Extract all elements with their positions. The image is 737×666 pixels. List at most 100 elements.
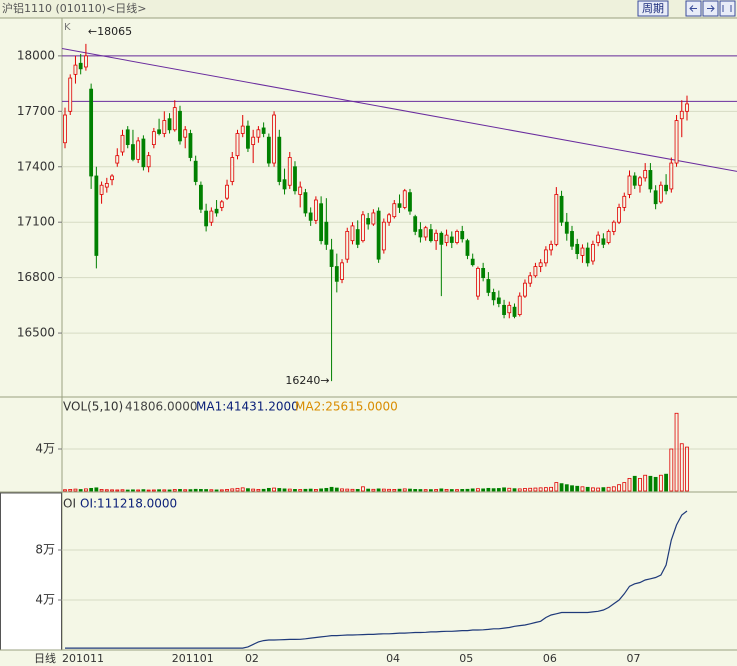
volume-header: MA2:25615.0000 [295,400,398,414]
candle-body [444,234,449,243]
candle-body [319,203,324,242]
candle-body [104,182,109,188]
candle-body [481,267,486,279]
volume-bar [543,487,548,492]
volume-bar [178,489,182,492]
volume-bar [413,489,418,492]
candle-body [298,186,303,195]
candle-body [157,129,161,134]
trend-line [61,47,737,172]
candle-body [648,170,653,190]
volume-bar [73,488,78,492]
candle-body [219,201,224,208]
volume-bar [444,489,449,492]
volume-bar [371,488,376,492]
volume-bar [460,489,465,492]
candle-body [455,231,459,243]
candle-body [543,249,548,264]
candle-body [151,131,156,145]
candle-body [486,279,491,293]
candle-body [136,140,141,160]
candle-body [329,249,334,267]
candle-body [120,134,125,153]
candle-body [313,199,318,221]
nav-zoom[interactable] [719,0,736,17]
candle-body [496,297,501,304]
volume-bar [334,487,339,492]
candle-body [167,118,172,131]
volume-bar [570,485,574,492]
volume-bar [225,489,229,492]
candle-body [679,110,684,120]
volume-bar [329,486,334,492]
candle-body [685,103,689,112]
candle-body [554,194,559,245]
volume-bar [131,489,135,492]
candle-body [538,262,543,267]
candle-body [303,192,308,214]
y-tick-label: 18000 [17,48,55,62]
panel-label: K [64,22,71,33]
volume-header: MA1:41431.2000 [196,400,299,414]
header-bar [0,0,737,18]
candle-body [355,229,360,245]
volume-bar [120,489,125,492]
volume-bar [685,446,689,492]
volume-bar [601,487,606,492]
candle-body [198,184,203,210]
candle-body [575,243,580,255]
candle-body [146,155,151,168]
candle-body [643,170,648,179]
volume-bar [157,489,161,492]
nav-buttons[interactable] [685,0,736,17]
volume-bar [235,487,240,492]
volume-bar [355,489,360,492]
candle-body [611,221,616,232]
y-tick-label: 4万 [35,593,55,607]
period-button[interactable] [637,0,669,17]
volume-bar [240,487,245,492]
x-tick-label: 07 [627,652,641,665]
volume-bar [340,488,344,492]
candle-body [559,195,564,223]
volume-bar [481,488,486,492]
volume-bar [84,488,88,492]
volume-bar [151,489,156,492]
volume-bar [366,488,371,492]
volume-bar [313,489,318,492]
candle-body [99,184,104,195]
candle-body [418,229,423,238]
volume-bar [125,489,130,492]
candle-body [131,144,135,160]
volume-bar [209,489,214,492]
candle-body [632,175,637,186]
candle-body [287,157,292,186]
volume-bar [564,484,569,492]
volume-bar [428,489,433,492]
candle-body [235,133,240,157]
volume-bar [596,487,601,492]
candle-body [73,64,78,75]
candle-body [549,243,554,251]
volume-bar [449,489,454,492]
candle-body [585,247,590,264]
volume-bar [455,489,459,492]
volume-bar [272,487,276,492]
candle-body [387,214,391,223]
volume-bar [591,487,595,492]
volume-bar [193,488,198,492]
volume-bar [110,489,114,492]
oi-header: OI [63,497,76,511]
volume-bar [549,486,554,492]
candle-body [653,190,658,205]
candle-body [110,175,114,181]
volume-bar [287,488,292,492]
period-label: 日线 [34,651,56,665]
candle-body [334,266,339,282]
candle-body [89,88,94,177]
period-button-label[interactable]: 周期 [642,2,664,15]
candle-body [361,214,365,242]
volume-bar [638,477,642,492]
volume-bar [617,484,621,492]
candle-body [596,234,601,243]
